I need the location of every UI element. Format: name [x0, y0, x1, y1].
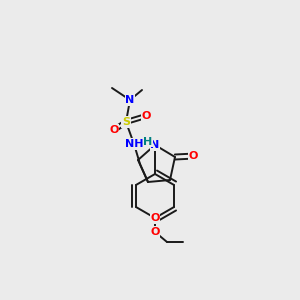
Text: O: O: [150, 213, 160, 223]
Text: O: O: [188, 151, 198, 161]
Text: N: N: [125, 95, 135, 105]
Text: O: O: [109, 125, 119, 135]
Text: NH: NH: [125, 139, 143, 149]
Text: S: S: [122, 117, 130, 127]
Text: O: O: [150, 227, 160, 237]
Text: O: O: [141, 111, 151, 121]
Text: N: N: [150, 140, 160, 150]
Text: H: H: [143, 137, 153, 147]
